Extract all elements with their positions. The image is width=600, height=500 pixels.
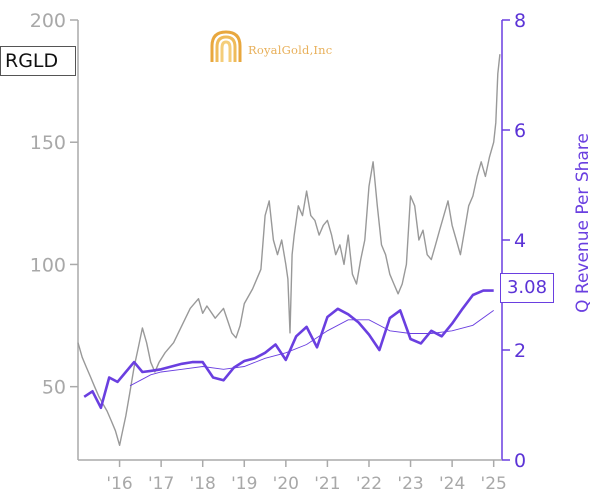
x-tick-label: '16 xyxy=(106,474,132,494)
x-tick-label: '21 xyxy=(314,474,340,494)
royal-gold-logo: RoyalGold,Inc xyxy=(208,26,378,66)
right-axis: 0 2 4 6 8 xyxy=(501,10,526,472)
x-tick-label: '22 xyxy=(356,474,382,494)
right-tick-label: 2 xyxy=(514,340,526,362)
revenue-average-line xyxy=(129,310,494,387)
right-tick-label: 0 xyxy=(514,450,526,472)
ticker-label: RGLD xyxy=(0,46,76,76)
left-tick-label: 200 xyxy=(30,10,66,32)
right-tick-label: 4 xyxy=(514,230,526,252)
left-axis: 50 100 150 200 xyxy=(30,10,79,460)
price-line xyxy=(77,54,501,446)
x-tick-label: '18 xyxy=(190,474,216,494)
left-tick-label: 50 xyxy=(42,377,66,399)
last-value-label: 3.08 xyxy=(500,273,554,303)
x-tick-label: '20 xyxy=(273,474,299,494)
x-tick-label: '17 xyxy=(148,474,174,494)
right-tick-label: 6 xyxy=(514,120,526,142)
x-tick-label: '23 xyxy=(397,474,423,494)
x-tick-label: '25 xyxy=(481,474,507,494)
right-tick-label: 8 xyxy=(514,10,526,32)
x-tick-label: '19 xyxy=(231,474,257,494)
x-tick-label: '24 xyxy=(439,474,465,494)
royal-gold-logo-mark-icon xyxy=(210,30,242,62)
right-axis-label: Q Revenue Per Share xyxy=(573,133,593,313)
revenue-line xyxy=(83,289,494,410)
logo-text: RoyalGold,Inc xyxy=(248,43,333,57)
plot-area xyxy=(77,54,501,446)
left-tick-label: 100 xyxy=(30,254,66,276)
x-axis: '16 '17 '18 '19 '20 '21 '22 '23 '24 '25 xyxy=(78,459,507,494)
left-tick-label: 150 xyxy=(30,132,66,154)
